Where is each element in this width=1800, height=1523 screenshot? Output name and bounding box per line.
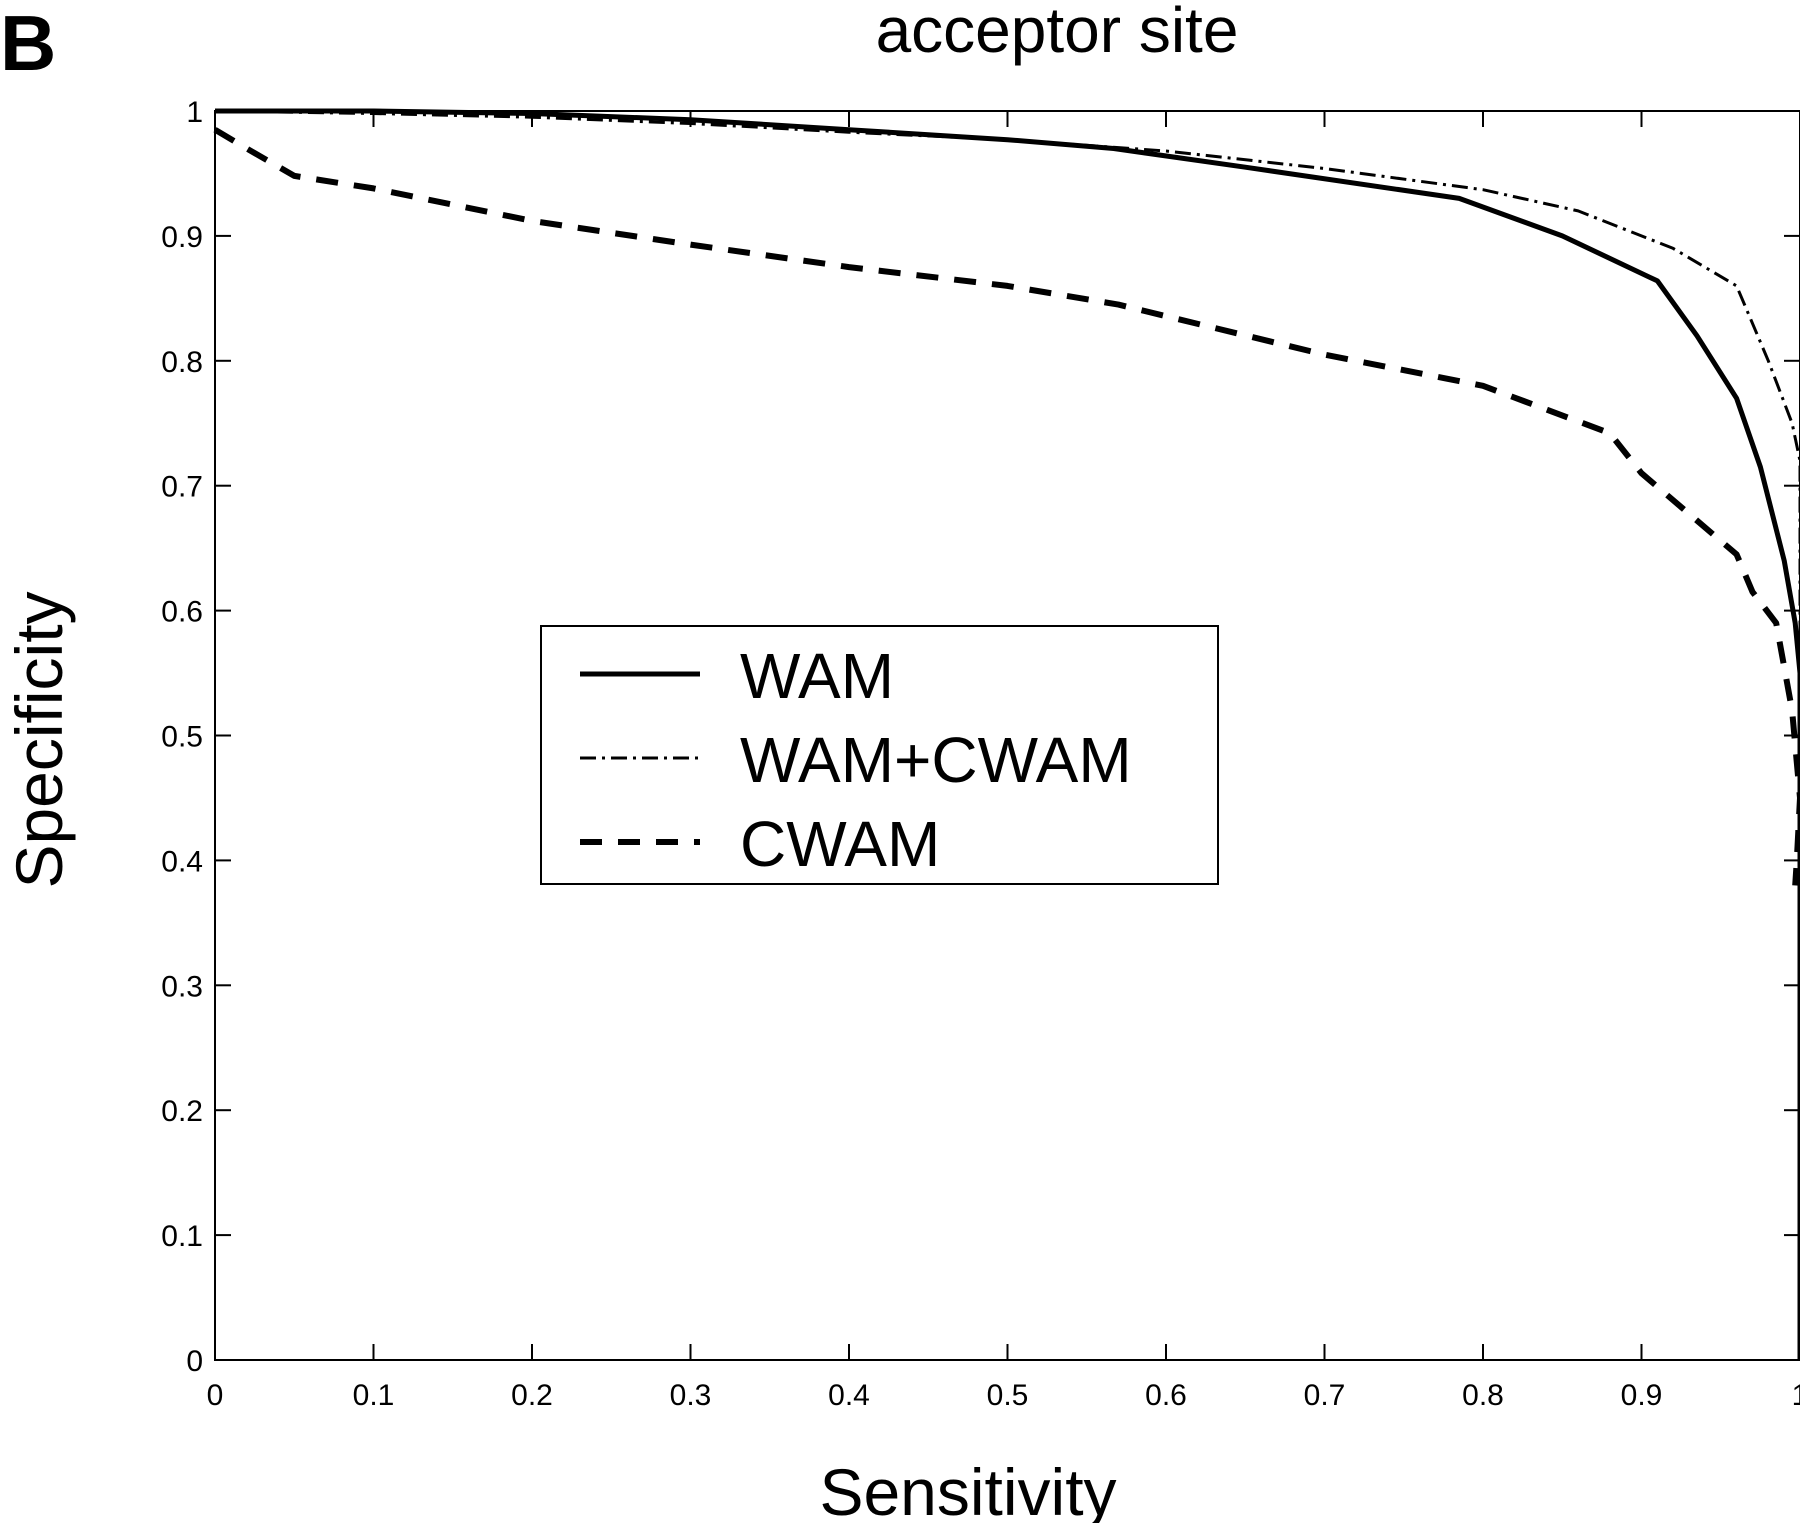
x-tick-label: 0.1 [353,1379,395,1412]
legend: WAM WAM+CWAM CWAM [540,625,1219,885]
panel-label: B [0,0,56,87]
y-tick-label: 0.8 [161,346,203,379]
legend-label: WAM+CWAM [740,724,1132,796]
legend-label: CWAM [740,808,940,880]
y-tick-label: 0.3 [161,970,203,1003]
y-tick-label: 0 [186,1345,203,1378]
y-tick-label: 0.4 [161,845,203,878]
y-tick-label: 0.6 [161,596,203,629]
x-tick-label: 1 [1792,1379,1800,1412]
y-tick-label: 0.5 [161,721,203,754]
x-axis-label: Sensitivity [819,1455,1116,1523]
x-tick-label: 0.5 [987,1379,1029,1412]
series-layer [213,108,1800,1360]
series-line-cwam [213,127,1800,886]
x-tick-label: 0.2 [511,1379,553,1412]
legend-box [540,625,1219,885]
y-axis: 0 0.1 0.2 0.3 0.4 0.5 0.6 0.7 0.8 0.9 1 [161,96,1800,1378]
y-tick-label: 0.2 [161,1095,203,1128]
x-tick-label: 0.4 [828,1379,870,1412]
legend-label: WAM [740,640,894,712]
y-axis-label: Specificity [2,591,76,888]
x-tick-label: 0.8 [1462,1379,1504,1412]
chart-title: acceptor site [876,0,1239,66]
x-tick-label: 0.6 [1145,1379,1187,1412]
series-line-wam-cwam [214,109,1800,736]
x-tick-label: 0.7 [1304,1379,1346,1412]
y-tick-label: 0.1 [161,1220,203,1253]
x-tick-label: 0.3 [670,1379,712,1412]
y-tick-label: 0.9 [161,221,203,254]
y-tick-label: 0.7 [161,471,203,504]
x-axis: 0 0.1 0.2 0.3 0.4 0.5 0.6 0.7 0.8 0.9 1 [207,111,1800,1412]
x-tick-label: 0 [207,1379,224,1412]
y-tick-label: 1 [186,96,203,129]
x-tick-label: 0.9 [1621,1379,1663,1412]
